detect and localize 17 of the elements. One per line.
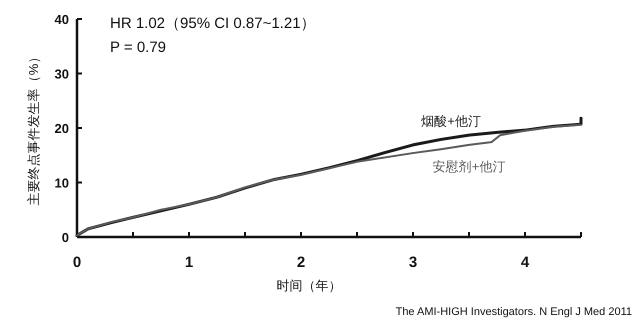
x-tick-label: 1: [184, 254, 194, 271]
x-tick-label: 3: [408, 254, 418, 271]
y-tick-label: 30: [54, 66, 69, 82]
annotation: P = 0.79: [110, 39, 166, 56]
text: The AMI-HIGH Investigators. N Engl J Med 2011: [396, 306, 632, 318]
y-tick-label: 20: [54, 121, 69, 136]
y-axis-title: 主要终点事件发生率（%）: [26, 50, 41, 206]
series-label: 安慰剂+他汀: [432, 158, 506, 174]
y-tick-label: 40: [54, 12, 69, 27]
series-label: 烟酸+他汀: [421, 113, 481, 128]
x-tick-label: 4: [520, 254, 530, 271]
x-axis-title: 时间（年）: [276, 278, 342, 293]
x-tick-label: 2: [296, 254, 306, 271]
x-tick-label: 0: [72, 254, 82, 271]
annotation: HR 1.02（95% CI 0.87~1.21）: [110, 15, 316, 32]
y-tick-label: 0: [62, 230, 69, 245]
y-tick-label: 10: [54, 176, 69, 190]
